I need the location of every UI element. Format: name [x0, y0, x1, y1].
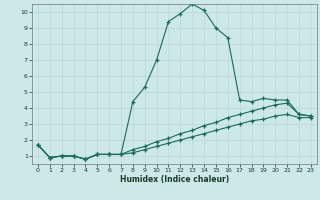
X-axis label: Humidex (Indice chaleur): Humidex (Indice chaleur): [120, 175, 229, 184]
